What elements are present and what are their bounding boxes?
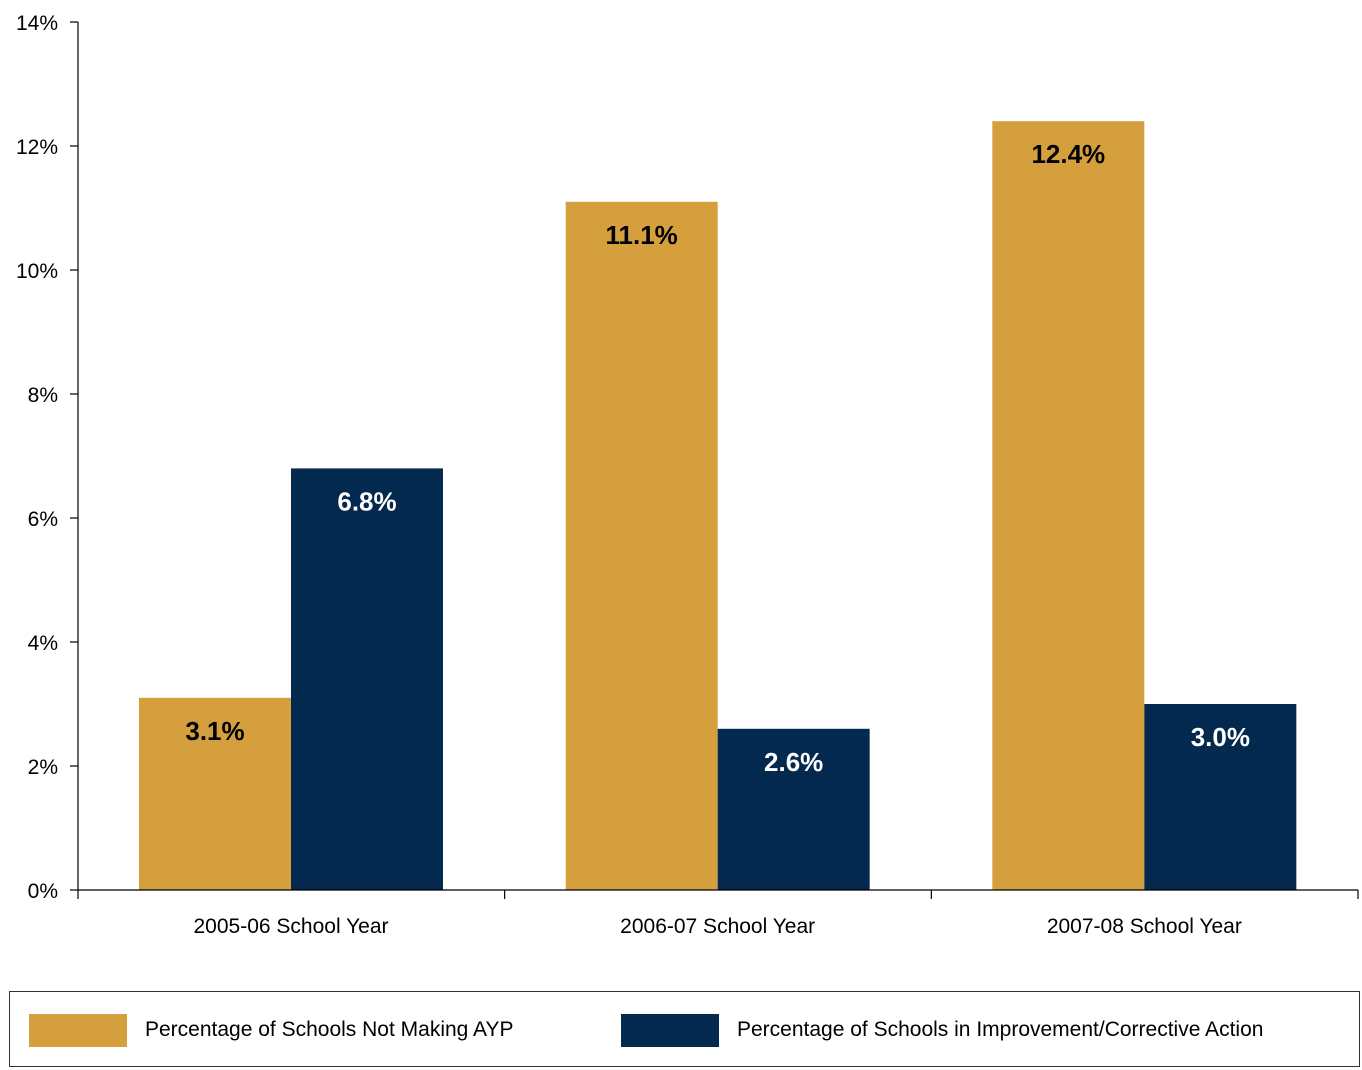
- y-tick-label-0: 0%: [28, 880, 58, 903]
- bar-improvement-corrective-2: [1144, 704, 1297, 890]
- legend-label-not-making-ayp: Percentage of Schools Not Making AYP: [145, 1018, 514, 1041]
- y-tick-label-5: 10%: [16, 260, 58, 283]
- data-label-not-making-ayp-2: 12.4%: [1031, 139, 1105, 169]
- chart-plot: 3.1% 11.1% 12.4% 6.8% 2.6% 3.0% 0% 2% 4% 6% 8% 10% 1…: [16, 12, 1359, 938]
- bar-not-making-ayp-1: [565, 201, 718, 891]
- x-tick-label-0: 2005-06 School Year: [194, 915, 389, 938]
- bar-improvement-corrective-1: [717, 728, 870, 890]
- legend-item-not-making-ayp: Percentage of Schools Not Making AYP: [29, 992, 513, 1068]
- y-tick-label-3: 6%: [28, 508, 58, 531]
- chart-legend: Percentage of Schools Not Making AYP Per…: [9, 991, 1360, 1067]
- bar-not-making-ayp-2: [992, 121, 1145, 890]
- data-label-improvement-corrective-0: 6.8%: [337, 486, 396, 516]
- y-tick-label-7: 14%: [16, 12, 58, 35]
- x-tick-label-1: 2006-07 School Year: [620, 915, 815, 938]
- legend-swatch-not-making-ayp: [29, 1013, 127, 1047]
- legend-item-improvement-corrective: Percentage of Schools in Improvement/Cor…: [621, 992, 1263, 1068]
- x-tick-label-2: 2007-08 School Year: [1047, 915, 1242, 938]
- legend-label-improvement-corrective: Percentage of Schools in Improvement/Cor…: [737, 1018, 1264, 1041]
- data-label-not-making-ayp-1: 11.1%: [606, 220, 678, 250]
- y-tick-label-4: 8%: [28, 384, 58, 407]
- y-tick-label-2: 4%: [28, 632, 58, 655]
- data-label-improvement-corrective-1: 2.6%: [764, 747, 823, 777]
- y-tick-label-1: 2%: [28, 756, 58, 779]
- legend-swatch-improvement-corrective: [621, 1013, 719, 1047]
- data-label-improvement-corrective-2: 3.0%: [1191, 722, 1250, 752]
- y-tick-label-6: 12%: [16, 136, 58, 159]
- bar-improvement-corrective-0: [291, 468, 443, 890]
- data-label-not-making-ayp-0: 3.1%: [185, 716, 244, 746]
- bar-not-making-ayp-0: [139, 697, 291, 890]
